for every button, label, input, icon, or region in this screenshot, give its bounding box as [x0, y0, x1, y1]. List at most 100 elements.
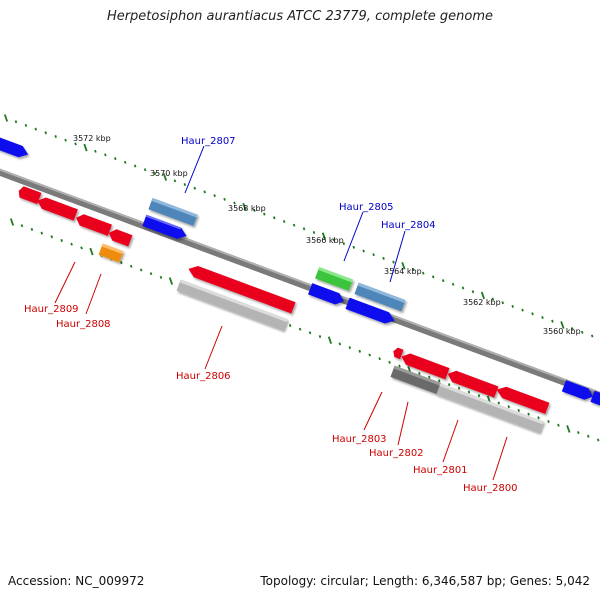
minor-tick — [74, 142, 77, 146]
haur-2800-feature[interactable] — [495, 384, 550, 415]
gene-label-haur-2803[interactable]: Haur_2803 — [332, 434, 387, 445]
minor-tick — [40, 231, 44, 235]
gene-label-haur-2801[interactable]: Haur_2801 — [413, 465, 468, 476]
minor-tick — [348, 346, 352, 350]
minor-tick — [94, 149, 97, 153]
minor-tick — [412, 267, 415, 272]
gene-label-haur-2808[interactable]: Haur_2808 — [56, 319, 111, 330]
minor-tick — [14, 120, 18, 124]
minor-tick — [461, 286, 465, 290]
leader-haur-2809 — [54, 261, 76, 304]
minor-tick — [471, 290, 475, 294]
minor-tick — [149, 272, 153, 276]
cds-arrow-red-2[interactable] — [35, 195, 78, 221]
minor-tick — [123, 160, 127, 164]
cds-arrow-blue-2[interactable] — [308, 283, 346, 307]
minor-tick — [527, 412, 530, 416]
backbone-line — [0, 148, 600, 399]
cds-arrow-blue-4[interactable] — [561, 380, 595, 402]
cds-arrow-blue-5[interactable] — [590, 390, 600, 408]
cds-arrow-red-1[interactable] — [17, 185, 42, 205]
minor-tick — [467, 390, 471, 394]
minor-tick — [537, 416, 540, 420]
cds-arrow-blue-edge[interactable] — [0, 131, 30, 160]
major-tick — [480, 291, 485, 300]
minor-tick — [50, 235, 54, 239]
minor-tick — [104, 153, 107, 157]
gene-label-haur-2807[interactable]: Haur_2807 — [181, 136, 236, 147]
minor-tick — [292, 223, 296, 227]
minor-tick — [497, 401, 501, 405]
leader-haur-2804 — [389, 230, 406, 283]
minor-tick — [352, 245, 356, 249]
major-tick — [3, 114, 9, 122]
minor-tick — [447, 383, 451, 387]
haur-2804-feature[interactable] — [354, 282, 406, 312]
minor-tick — [318, 335, 322, 338]
cds-arrow-blue-1[interactable] — [142, 214, 188, 242]
minor-tick — [368, 353, 371, 357]
scale-label-3562: 3562 kbp — [463, 298, 501, 307]
minor-tick — [577, 431, 580, 435]
haur-2807-feature[interactable] — [148, 198, 198, 226]
scale-label-3566: 3566 kbp — [306, 236, 344, 245]
minor-tick — [428, 375, 431, 379]
minor-tick — [120, 261, 123, 265]
haur-2809-feature[interactable] — [74, 212, 112, 236]
major-tick — [321, 232, 327, 241]
major-tick — [9, 218, 15, 226]
leader-haur-2802 — [397, 401, 409, 446]
gene-label-haur-2802[interactable]: Haur_2802 — [369, 448, 424, 459]
topology-summary: Topology: circular; Length: 6,346,587 bp… — [260, 574, 590, 588]
minor-tick — [34, 127, 38, 131]
minor-tick — [272, 216, 276, 220]
minor-tick — [378, 357, 381, 361]
minor-tick — [398, 364, 401, 368]
gene-label-haur-2805[interactable]: Haur_2805 — [339, 202, 394, 213]
minor-tick — [30, 227, 34, 231]
major-tick — [242, 202, 247, 211]
haur-2803-small-feature[interactable] — [392, 347, 404, 360]
minor-tick — [517, 408, 520, 412]
minor-tick — [511, 304, 514, 308]
minor-tick — [24, 123, 28, 127]
haur-2801-feature[interactable] — [436, 383, 544, 433]
cds-arrow-blue-3[interactable] — [345, 297, 396, 327]
gene-label-haur-2806[interactable]: Haur_2806 — [176, 371, 231, 382]
haur-2808-feature[interactable] — [98, 243, 124, 263]
minor-tick — [60, 239, 63, 242]
minor-tick — [437, 379, 441, 383]
haur-2801-red-feature[interactable] — [446, 368, 499, 398]
minor-tick — [418, 371, 421, 376]
minor-tick — [451, 282, 455, 286]
cds-arrow-red-3[interactable] — [107, 227, 133, 247]
haur-2805-feature[interactable] — [315, 267, 353, 291]
minor-tick — [501, 301, 505, 305]
leader-haur-2801 — [442, 419, 459, 463]
minor-tick — [557, 423, 560, 427]
major-tick — [162, 173, 168, 181]
minor-tick — [139, 268, 143, 272]
minor-tick — [590, 334, 594, 338]
cds-arrow-red-4[interactable] — [399, 351, 450, 380]
minor-tick — [253, 208, 256, 212]
haur-2806-red-feature[interactable] — [186, 263, 296, 314]
gene-label-haur-2804[interactable]: Haur_2804 — [381, 220, 436, 231]
minor-tick — [54, 135, 57, 138]
minor-tick — [392, 260, 395, 264]
minor-tick — [143, 168, 147, 172]
minor-tick — [173, 179, 177, 183]
minor-tick — [422, 271, 425, 275]
minor-tick — [388, 360, 391, 364]
gene-label-haur-2800[interactable]: Haur_2800 — [463, 483, 518, 494]
minor-tick — [551, 319, 554, 323]
minor-tick — [298, 327, 302, 331]
haur-2806-feature[interactable] — [176, 279, 288, 331]
gene-label-haur-2809[interactable]: Haur_2809 — [24, 304, 79, 315]
minor-tick — [133, 164, 137, 168]
haur-2803-feature[interactable] — [390, 365, 442, 395]
minor-tick — [213, 194, 216, 198]
accession-text: Accession: NC_009972 — [8, 574, 145, 588]
